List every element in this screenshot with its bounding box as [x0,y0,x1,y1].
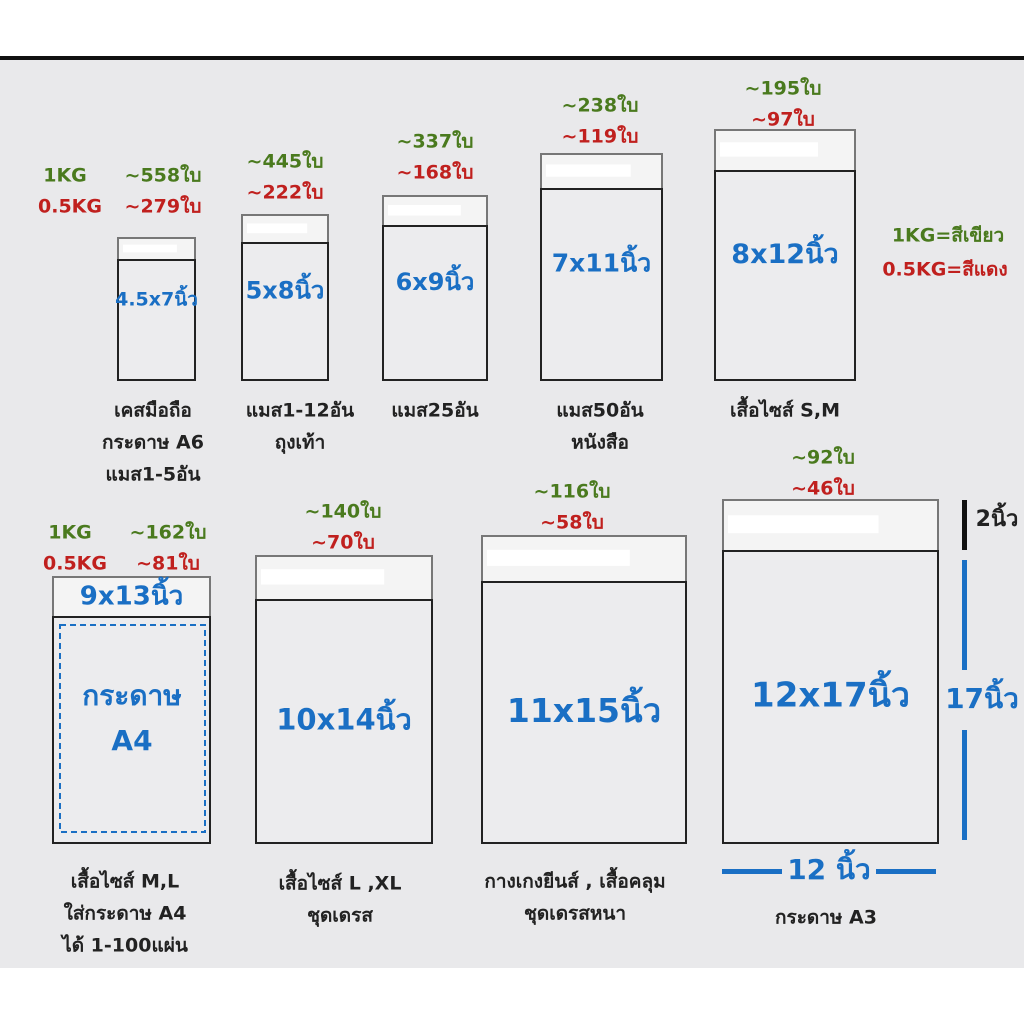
bag-description: กระดาษ A3 [775,907,877,929]
flap-dimension-bar [962,500,967,550]
bag-description: ได้ 1-100แผ่น [60,934,188,957]
bag-size: 4.5x7นิ้ว [115,285,198,311]
bag-description: ถุงเท้า [275,432,325,455]
bag-size: 8x12นิ้ว [731,233,838,270]
bag-description: เสื้อไซส์ S,M [730,396,840,422]
a4-outline [59,624,206,833]
bag-description: ชุดเดรสหนา [524,903,626,926]
count-05kg: ~46ใบ [791,477,855,500]
count-1kg: ~337ใบ [397,130,474,153]
bag-description: ชุดเดรส [307,905,373,928]
bag-description: กระดาษ A6 [102,432,204,454]
bag-flap [52,576,211,618]
height-bar [962,730,967,840]
flap-shine [546,164,631,177]
height-bar [962,560,967,670]
count-1kg: ~162ใบ [130,521,207,544]
count-05kg: ~97ใบ [751,108,815,131]
bag-body [481,581,687,844]
flap-shine [123,244,177,253]
width-bar [722,869,782,874]
flap-shine [388,205,461,216]
bag-body [722,550,939,844]
bag-size: 10x14นิ้ว [276,698,412,737]
count-1kg: ~558ใบ [125,164,202,187]
bag-body [255,599,433,844]
legend-red: 0.5KG=สีแดง [882,259,1007,281]
flap-shine [247,223,308,234]
bag-body [52,616,211,844]
count-1kg: ~140ใบ [305,500,382,523]
count-1kg: ~195ใบ [745,77,822,100]
count-05kg: ~222ใบ [247,181,324,204]
top-line [0,56,1024,60]
flap-dimension: 2นิ้ว [976,502,1019,532]
bag-size: 9x13นิ้ว [80,576,183,612]
bag-size: 12x17นิ้ว [751,670,910,716]
a4-label: กระดาษ [82,679,181,712]
width-dimension: 12 นิ้ว [787,848,871,886]
bag-size: 11x15นิ้ว [507,686,661,730]
legend-green: 1KG=สีเขียว [892,225,1004,247]
count-05kg: ~70ใบ [311,531,375,554]
count-1kg: ~92ใบ [791,446,855,469]
count-05kg: ~81ใบ [136,552,200,575]
width-bar [876,869,936,874]
weight-05kg: 0.5KG [43,553,107,575]
bag-description: เสื้อไซส์ M,L [71,867,179,893]
bag-body [540,188,663,381]
height-dimension: 17นิ้ว [945,677,1019,715]
count-1kg: ~238ใบ [562,94,639,117]
weight-05kg: 0.5KG [38,196,102,218]
bag-description: กางเกงยีนส์ , เสื้อคลุม [484,867,665,894]
flap-shine [487,549,630,566]
weight-1kg: 1KG [43,165,87,187]
flap-shine [728,515,879,534]
bag-description: ใส่กระดาษ A4 [64,902,187,925]
count-05kg: ~279ใบ [125,195,202,218]
bag-body [117,259,196,381]
bag-description: เสื้อไซส์ L ,XL [279,869,402,895]
bag-description: แมส50อัน [556,400,643,422]
count-05kg: ~119ใบ [562,125,639,148]
bag-body [382,225,488,381]
bag-size: 7x11นิ้ว [552,244,651,278]
count-05kg: ~58ใบ [540,511,604,534]
bag-body [241,242,329,381]
a4-label: A4 [111,724,152,757]
count-1kg: ~116ใบ [534,480,611,503]
bag-description: หนังสือ [571,432,629,454]
bag-size: 5x8นิ้ว [246,272,325,305]
bag-description: เคสมือถือ [114,400,192,422]
bag-description: แมส1-12อัน [246,400,354,422]
count-05kg: ~168ใบ [397,161,474,184]
bag-description: แมส25อัน [391,400,478,422]
bag-description: แมส1-5อัน [105,464,200,486]
weight-1kg: 1KG [48,522,92,544]
bag-size: 6x9นิ้ว [396,263,475,296]
bag-body [714,170,856,381]
count-1kg: ~445ใบ [247,150,324,173]
flap-shine [720,142,818,157]
flap-shine [261,569,385,585]
